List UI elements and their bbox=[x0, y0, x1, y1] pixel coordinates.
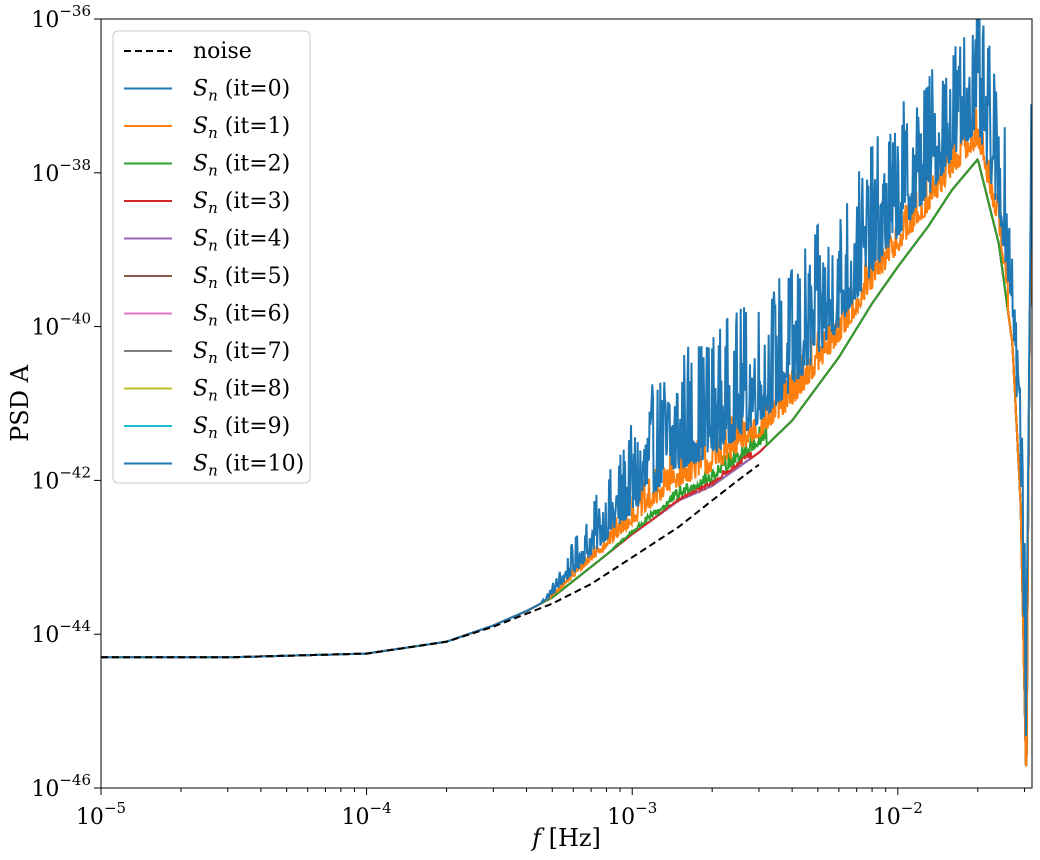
legend-label: Sn (it=1) bbox=[193, 114, 290, 142]
legend-label: Sn (it=7) bbox=[193, 339, 290, 367]
x-tick-label: 10−4 bbox=[342, 799, 392, 830]
legend-label-noise: noise bbox=[193, 39, 252, 64]
y-tick-label: 10−46 bbox=[31, 771, 91, 802]
legend-entry: Sn (it=6) bbox=[124, 302, 290, 330]
legend-entry: Sn (it=9) bbox=[124, 414, 290, 442]
legend: noise Sn (it=0) Sn (it=1) Sn (it=2) Sn (it=3… bbox=[112, 30, 311, 484]
legend-label: Sn (it=6) bbox=[193, 302, 290, 330]
legend-entry: Sn (it=10) bbox=[124, 452, 304, 480]
legend-label: Sn (it=0) bbox=[193, 77, 290, 105]
legend-label: Sn (it=8) bbox=[193, 377, 290, 405]
plot-frame bbox=[100, 18, 1033, 789]
y-axis-label: PSD A bbox=[6, 364, 34, 441]
legend-label: Sn (it=4) bbox=[193, 227, 290, 255]
legend-entry: Sn (it=0) bbox=[124, 77, 290, 105]
x-axis-label: f [Hz] bbox=[530, 824, 601, 852]
noise-curve bbox=[101, 463, 760, 659]
noise-layer bbox=[101, 463, 760, 659]
legend-label: Sn (it=10) bbox=[193, 452, 304, 480]
y-tick-label: 10−42 bbox=[31, 463, 91, 494]
legend-label: Sn (it=3) bbox=[193, 189, 290, 217]
y-tick-label: 10−38 bbox=[31, 156, 91, 187]
x-tick-label: 10−2 bbox=[873, 799, 923, 830]
legend-label: Sn (it=5) bbox=[193, 264, 290, 292]
legend-label: Sn (it=9) bbox=[193, 414, 290, 442]
y-tick-label: 10−44 bbox=[31, 617, 91, 648]
legend-entry: Sn (it=4) bbox=[124, 227, 290, 255]
y-tick-label: 10−36 bbox=[31, 2, 91, 33]
legend-box bbox=[112, 30, 311, 484]
y-tick-label: 10−40 bbox=[31, 310, 91, 341]
x-tick-label: 10−5 bbox=[76, 799, 126, 830]
axis-ticks: 10−5 10−4 10−3 10−2 10−46 10−44 10−42 10−40 10−3… bbox=[31, 2, 1026, 830]
legend-entry: Sn (it=1) bbox=[124, 114, 290, 142]
legend-entry: Sn (it=7) bbox=[124, 339, 290, 367]
legend-entry: Sn (it=2) bbox=[124, 152, 290, 180]
legend-entry: noise bbox=[124, 39, 252, 64]
legend-label: Sn (it=2) bbox=[193, 152, 290, 180]
legend-entry: Sn (it=8) bbox=[124, 377, 290, 405]
x-tick-label: 10−3 bbox=[607, 799, 657, 830]
legend-entry: Sn (it=5) bbox=[124, 264, 290, 292]
legend-entry: Sn (it=3) bbox=[124, 189, 290, 217]
